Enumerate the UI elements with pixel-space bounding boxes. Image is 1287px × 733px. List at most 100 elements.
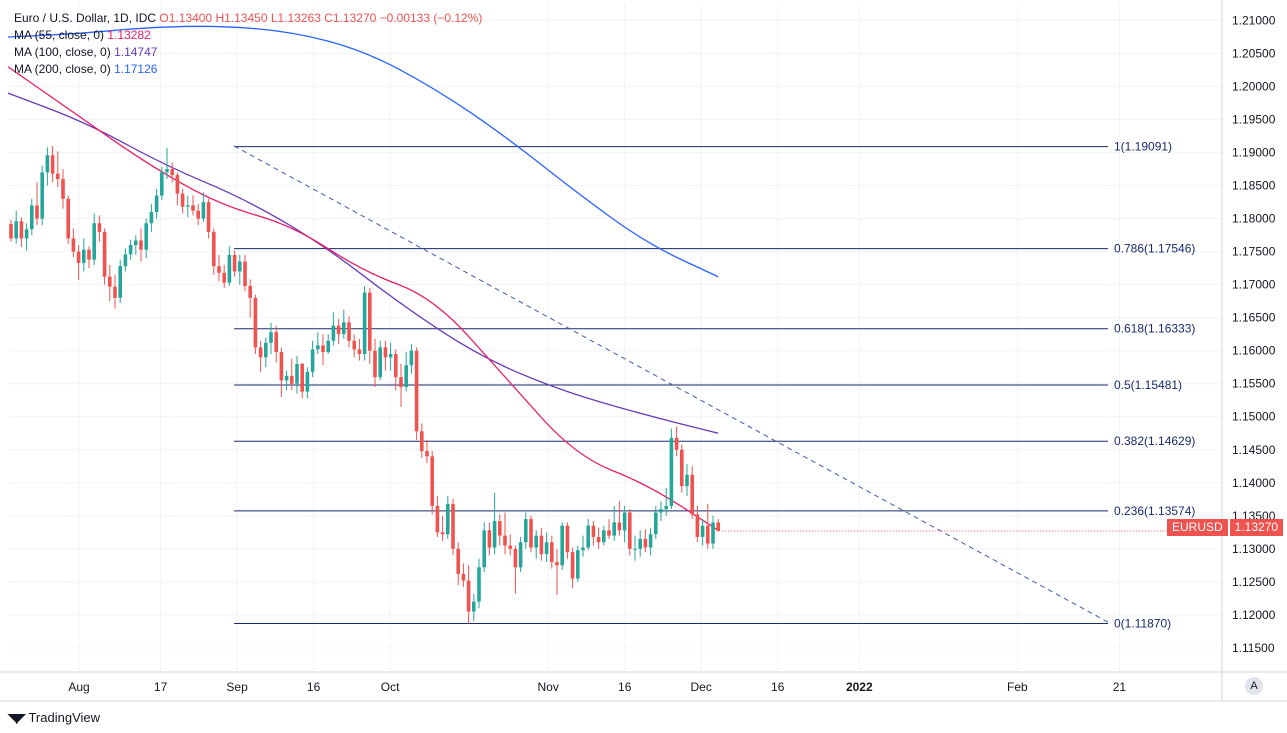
candle-body	[336, 325, 341, 335]
x-tick-label: Sep	[226, 680, 248, 694]
candle-body	[628, 512, 632, 549]
candle-body	[191, 205, 195, 211]
y-tick-label: 1.18000	[1232, 212, 1276, 226]
candle-body	[550, 542, 554, 563]
candle-body	[383, 347, 388, 358]
indicator-ma55[interactable]: MA (55, close, 0) 1.13282	[14, 27, 151, 43]
candle-body	[76, 251, 81, 263]
indicator-ma100-value: 1.14747	[114, 45, 158, 59]
x-tick-label: 21	[1113, 680, 1127, 694]
candle-body	[238, 261, 242, 272]
candle-body	[466, 580, 471, 612]
candle-body	[399, 377, 403, 388]
candle-body	[581, 547, 585, 551]
candle-body	[690, 474, 694, 515]
candle-body	[373, 350, 377, 378]
candle-body	[87, 249, 91, 260]
y-tick-label: 1.15000	[1232, 410, 1276, 424]
candle-body	[342, 322, 346, 335]
ohlc-open: O1.13400	[159, 11, 213, 25]
x-tick-label: 16	[618, 680, 632, 694]
candle-body	[498, 521, 502, 536]
candle-body	[482, 530, 486, 568]
y-tick-label: 1.14000	[1232, 476, 1276, 490]
candle-body	[170, 169, 174, 176]
candle-body	[565, 525, 570, 553]
indicator-ma55-label: MA (55, close, 0)	[14, 28, 105, 42]
candle-body	[414, 350, 419, 432]
candle-body	[326, 340, 330, 353]
candle-body	[290, 375, 294, 384]
candle-body	[576, 550, 580, 579]
candle-body	[45, 155, 50, 173]
indicator-ma200[interactable]: MA (200, close, 0) 1.17126	[14, 61, 157, 77]
candle-body	[503, 535, 507, 546]
candle-body	[602, 530, 606, 543]
fib-level-label: 0.786(1.17546)	[1114, 242, 1195, 256]
candle-body	[472, 601, 476, 612]
indicator-ma200-label: MA (200, close, 0)	[14, 62, 111, 76]
candle-body	[269, 332, 273, 343]
candle-body	[435, 505, 440, 533]
candle-body	[716, 522, 720, 531]
y-tick-label: 1.20000	[1232, 80, 1276, 94]
candle-body	[612, 522, 616, 536]
ma100-line	[7, 92, 719, 434]
candle-body	[492, 521, 497, 548]
auto-scale-button[interactable]: A	[1245, 677, 1263, 695]
candle-body	[680, 449, 684, 487]
candle-body	[258, 347, 263, 358]
candle-body	[14, 221, 18, 239]
indicator-ma100[interactable]: MA (100, close, 0) 1.14747	[14, 44, 157, 60]
candle-body	[700, 525, 705, 537]
candle-body	[305, 371, 310, 392]
candle-body	[134, 240, 138, 246]
candle-body	[570, 552, 575, 579]
candle-body	[165, 169, 169, 173]
candle-body	[201, 202, 206, 219]
candle-body	[368, 292, 372, 351]
candle-body	[295, 363, 299, 384]
candle-body	[518, 542, 523, 568]
ohlc-low: L1.13263	[270, 11, 321, 25]
candle-body	[711, 522, 715, 544]
y-tick-label: 1.15500	[1232, 377, 1276, 391]
brand[interactable]: ◥◤ TradingView	[8, 710, 100, 725]
candle-body	[227, 254, 232, 283]
candle-body	[430, 456, 434, 506]
symbol-title: Euro / U.S. Dollar, 1D, IDC	[14, 11, 157, 25]
candle-body	[404, 365, 408, 388]
candle-body	[71, 238, 76, 252]
candle-body	[456, 548, 460, 574]
candle-body	[206, 202, 211, 232]
candle-body	[706, 525, 710, 544]
candle-body	[186, 205, 190, 207]
x-tick-label: Feb	[1007, 680, 1028, 694]
candle-body	[596, 536, 601, 543]
candle-body	[19, 221, 24, 239]
candle-body	[40, 172, 44, 219]
candle-body	[243, 261, 247, 286]
price-tag-value: 1.13270	[1229, 519, 1284, 536]
fib-level-label: 0.5(1.15481)	[1114, 378, 1182, 392]
fib-level-label: 0.382(1.14629)	[1114, 434, 1195, 448]
chart-header: Euro / U.S. Dollar, 1D, IDC O1.13400 H1.…	[14, 10, 482, 26]
candle-body	[695, 514, 700, 537]
y-tick-label: 1.19500	[1232, 113, 1276, 127]
y-tick-label: 1.17500	[1232, 245, 1276, 259]
indicator-ma100-label: MA (100, close, 0)	[14, 45, 111, 59]
candle-body	[9, 223, 13, 239]
candle-body	[352, 340, 356, 350]
candle-body	[622, 512, 627, 531]
candle-body	[508, 545, 512, 549]
candle-body	[118, 266, 122, 298]
y-tick-label: 1.17000	[1232, 278, 1276, 292]
x-tick-label: Aug	[68, 680, 89, 694]
candle-body	[633, 548, 637, 550]
candle-body	[175, 175, 180, 194]
candle-body	[477, 567, 481, 602]
candle-body	[321, 345, 325, 353]
candle-body	[669, 437, 674, 506]
ohlc-high: H1.13450	[215, 11, 268, 25]
